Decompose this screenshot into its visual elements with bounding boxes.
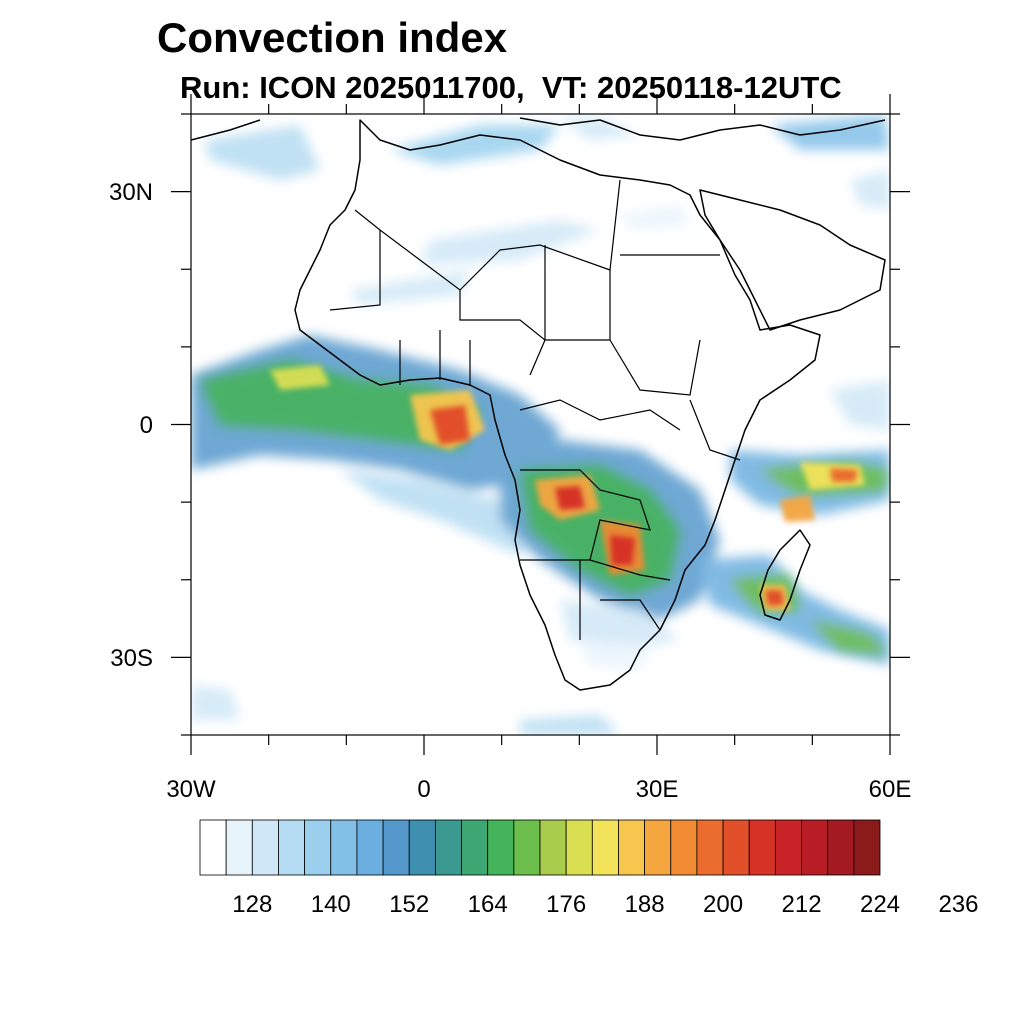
colorbar-tick-label: 224	[860, 891, 900, 918]
colorbar-swatch	[853, 819, 881, 876]
colorbar-swatch	[618, 819, 646, 876]
coastlines	[191, 117, 886, 691]
colorbar-swatch	[434, 819, 462, 876]
colorbar-swatch	[696, 819, 724, 876]
colorbar-tick-label: 188	[625, 891, 665, 918]
map-area	[191, 115, 890, 735]
colorbar-swatch	[670, 819, 698, 876]
x-tick-label-30e: 30E	[636, 776, 679, 803]
colorbar-tick-label: 128	[232, 891, 272, 918]
colorbar-swatch	[827, 819, 855, 876]
colorbar-swatch	[251, 819, 279, 876]
colorbar-swatch	[330, 819, 358, 876]
convection-shading	[191, 115, 890, 735]
colorbar-swatch	[774, 819, 802, 876]
x-tick-label-0: 0	[417, 776, 430, 803]
y-axis-labels: 30N 0 30S	[109, 179, 153, 672]
y-tick-label-30n: 30N	[109, 179, 153, 206]
colorbar-swatch	[199, 819, 227, 876]
axis-ticks	[171, 94, 910, 755]
colorbar-swatch	[748, 819, 776, 876]
colorbar-swatch	[408, 819, 436, 876]
colorbar-tick-label: 152	[389, 891, 429, 918]
colorbar-swatch	[356, 819, 384, 876]
colorbar-swatch	[591, 819, 619, 876]
colorbar-tick-label: 140	[311, 891, 351, 918]
colorbar-swatch	[278, 819, 306, 876]
colorbar-swatch	[539, 819, 567, 876]
y-tick-label-0: 0	[140, 412, 153, 439]
colorbar-swatch	[722, 819, 750, 876]
colorbar-tick-label: 236	[938, 891, 978, 918]
x-tick-label-30w: 30W	[166, 776, 216, 803]
colorbar-swatch	[461, 819, 489, 876]
colorbar-swatch	[304, 819, 332, 876]
chart-subtitle: Run: ICON 2025011700, VT: 20250118-12UTC	[180, 70, 842, 105]
colorbar-swatch	[513, 819, 541, 876]
x-axis-labels: 30W 0 30E 60E	[166, 776, 911, 803]
colorbar-swatch	[565, 819, 593, 876]
chart-title: Convection index	[157, 14, 508, 61]
colorbar-swatch	[225, 819, 253, 876]
colorbar-swatch	[382, 819, 410, 876]
y-tick-label-30s: 30S	[110, 645, 153, 672]
colorbar-swatch	[644, 819, 672, 876]
colorbar-tick-label: 200	[703, 891, 743, 918]
colorbar-tick-label: 164	[468, 891, 508, 918]
colorbar-tick-label: 176	[546, 891, 586, 918]
x-tick-label-60e: 60E	[869, 776, 912, 803]
colorbar	[199, 819, 881, 876]
colorbar-labels: 128 140 152 164 176 188 200 212 224 236	[232, 891, 978, 918]
colorbar-swatch	[487, 819, 515, 876]
country-borders	[329, 179, 741, 640]
colorbar-swatch	[801, 819, 829, 876]
colorbar-tick-label: 212	[782, 891, 822, 918]
